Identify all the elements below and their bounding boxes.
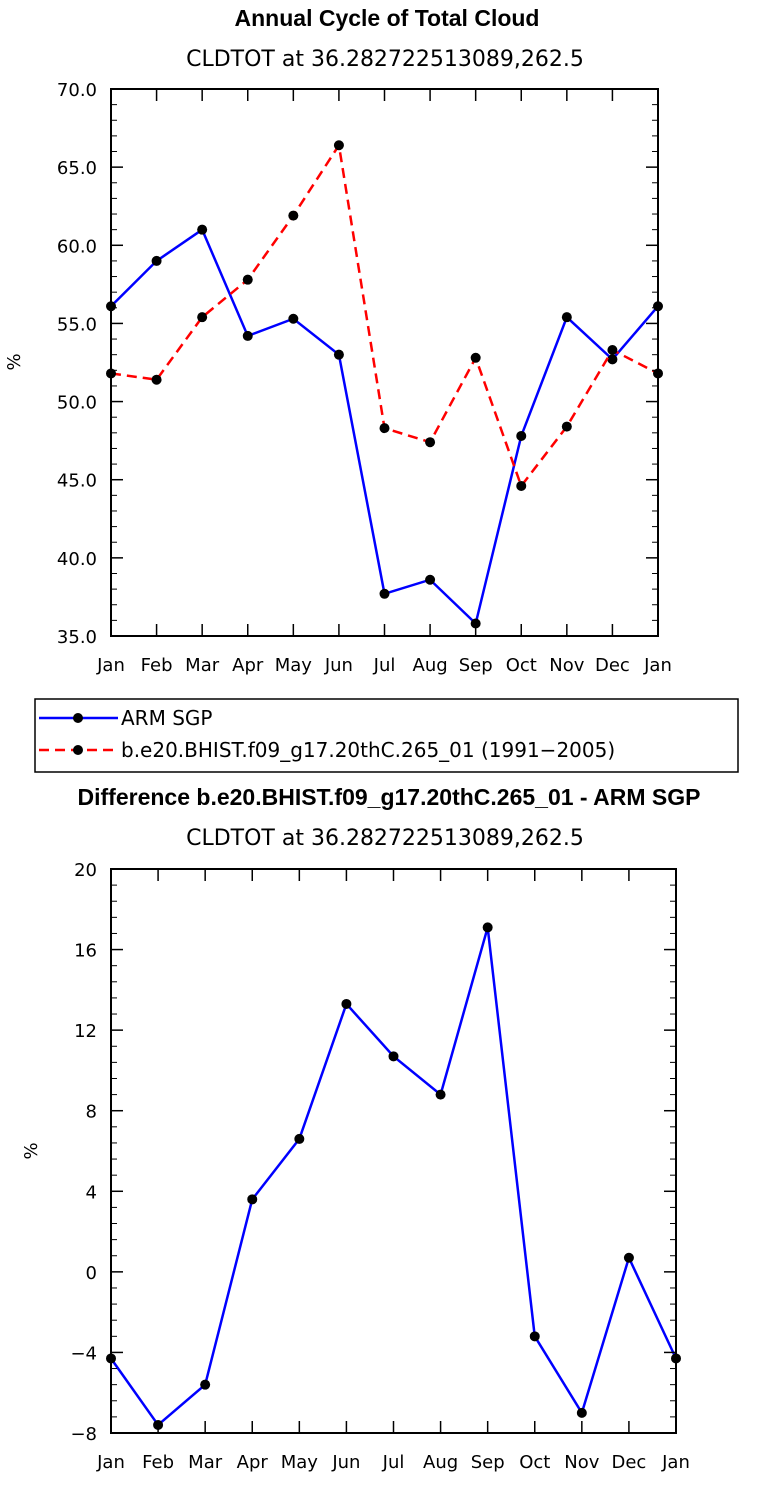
y-tick-label: 4 xyxy=(86,1182,97,1203)
x-tick-label: Sep xyxy=(459,655,493,676)
x-tick-label: Jan xyxy=(96,1452,125,1473)
x-tick-label: Oct xyxy=(506,655,537,676)
x-tick-label: Nov xyxy=(564,1452,599,1473)
legend-label-model: b.e20.BHIST.f09_g17.20thC.265_01 (1991−2… xyxy=(121,738,615,762)
series-0-point xyxy=(151,255,162,266)
x-tick-label: Jan xyxy=(643,655,672,676)
series-0-point xyxy=(200,1379,211,1390)
chart2-ylabel: % xyxy=(21,1142,42,1159)
series-0-point xyxy=(247,1194,258,1205)
x-tick-label: Jan xyxy=(96,655,125,676)
series-1-point xyxy=(425,437,436,448)
chart2-subtitle: CLDTOT at 36.282722513089,262.5 xyxy=(186,826,584,851)
y-tick-label: −8 xyxy=(70,1424,97,1445)
y-tick-label: 0 xyxy=(86,1263,97,1284)
series-0-point xyxy=(435,1089,446,1100)
x-tick-label: Apr xyxy=(232,655,264,676)
x-tick-label: Feb xyxy=(142,1452,174,1473)
y-tick-label: 45.0 xyxy=(57,471,97,492)
series-0-point xyxy=(529,1331,540,1342)
series-0-point xyxy=(341,998,352,1009)
legend-box xyxy=(34,698,739,773)
chart1-ylabel: % xyxy=(4,353,25,370)
annual-cycle-chart: Annual Cycle of Total Cloud CLDTOT at 36… xyxy=(4,5,672,676)
y-tick-label: 35.0 xyxy=(57,627,97,648)
series-0-point xyxy=(294,1133,305,1144)
x-tick-label: Jun xyxy=(331,1452,360,1473)
x-tick-label: Mar xyxy=(188,1452,223,1473)
x-tick-label: Jul xyxy=(373,655,396,676)
series-0-point xyxy=(607,354,618,365)
series-0-point xyxy=(516,430,527,441)
x-tick-label: Aug xyxy=(413,655,448,676)
x-tick-label: Oct xyxy=(519,1452,550,1473)
series-0-point xyxy=(425,574,436,585)
legend: ARM SGP b.e20.BHIST.f09_g17.20thC.265_01… xyxy=(34,698,739,773)
series-0-point xyxy=(482,922,493,933)
series-1-point xyxy=(516,480,527,491)
legend-label-arm-sgp: ARM SGP xyxy=(121,706,212,730)
series-0-point xyxy=(561,312,572,323)
x-tick-label: May xyxy=(281,1452,319,1473)
series-0-point xyxy=(576,1407,587,1418)
x-tick-label: Jun xyxy=(324,655,353,676)
chart1-title: Annual Cycle of Total Cloud xyxy=(235,5,540,31)
series-0-point xyxy=(470,618,481,629)
series-0-point xyxy=(388,1051,399,1062)
y-tick-label: 55.0 xyxy=(57,314,97,335)
x-tick-label: Nov xyxy=(549,655,584,676)
y-tick-label: 16 xyxy=(74,941,97,962)
y-tick-label: 20 xyxy=(74,860,97,881)
series-0-point xyxy=(197,224,208,235)
series-0-point xyxy=(333,349,344,360)
y-tick-label: 8 xyxy=(86,1102,97,1123)
series-1-point xyxy=(607,344,618,355)
y-tick-label: 12 xyxy=(74,1021,97,1042)
series-1-point xyxy=(470,352,481,363)
legend-marker-model xyxy=(73,745,83,755)
y-tick-label: 70.0 xyxy=(57,80,97,101)
x-tick-label: Aug xyxy=(423,1452,458,1473)
series-1-point xyxy=(151,374,162,385)
chart1-subtitle: CLDTOT at 36.282722513089,262.5 xyxy=(186,47,584,72)
x-tick-label: Apr xyxy=(237,1452,269,1473)
difference-chart: Difference b.e20.BHIST.f09_g17.20thC.265… xyxy=(21,784,700,1473)
x-tick-label: Dec xyxy=(595,655,630,676)
chart2-title: Difference b.e20.BHIST.f09_g17.20thC.265… xyxy=(78,784,701,810)
y-tick-label: 65.0 xyxy=(57,158,97,179)
series-1-point xyxy=(379,423,390,434)
series-1-point xyxy=(561,421,572,432)
x-tick-label: Jan xyxy=(661,1452,690,1473)
y-tick-label: −4 xyxy=(70,1343,97,1364)
y-tick-label: 60.0 xyxy=(57,236,97,257)
chart1-plot-frame xyxy=(110,88,659,637)
series-1-point xyxy=(288,210,299,221)
x-tick-label: Jul xyxy=(382,1452,405,1473)
x-tick-label: Mar xyxy=(185,655,220,676)
series-line-0 xyxy=(109,927,678,1427)
legend-marker-arm-sgp xyxy=(73,713,83,723)
series-0-point xyxy=(288,313,299,324)
chart2-plot-frame xyxy=(110,868,677,1434)
x-tick-label: May xyxy=(275,655,313,676)
series-1-point xyxy=(197,312,208,323)
series-1-point xyxy=(242,274,253,285)
y-tick-label: 50.0 xyxy=(57,393,97,414)
x-tick-label: Dec xyxy=(611,1452,646,1473)
x-tick-label: Feb xyxy=(141,655,173,676)
series-line-1 xyxy=(110,141,659,489)
series-0-point xyxy=(623,1252,634,1263)
series-1-point xyxy=(333,140,344,151)
y-tick-label: 40.0 xyxy=(57,549,97,570)
x-tick-label: Sep xyxy=(471,1452,505,1473)
series-0-point xyxy=(242,330,253,341)
series-0-point xyxy=(379,588,390,599)
